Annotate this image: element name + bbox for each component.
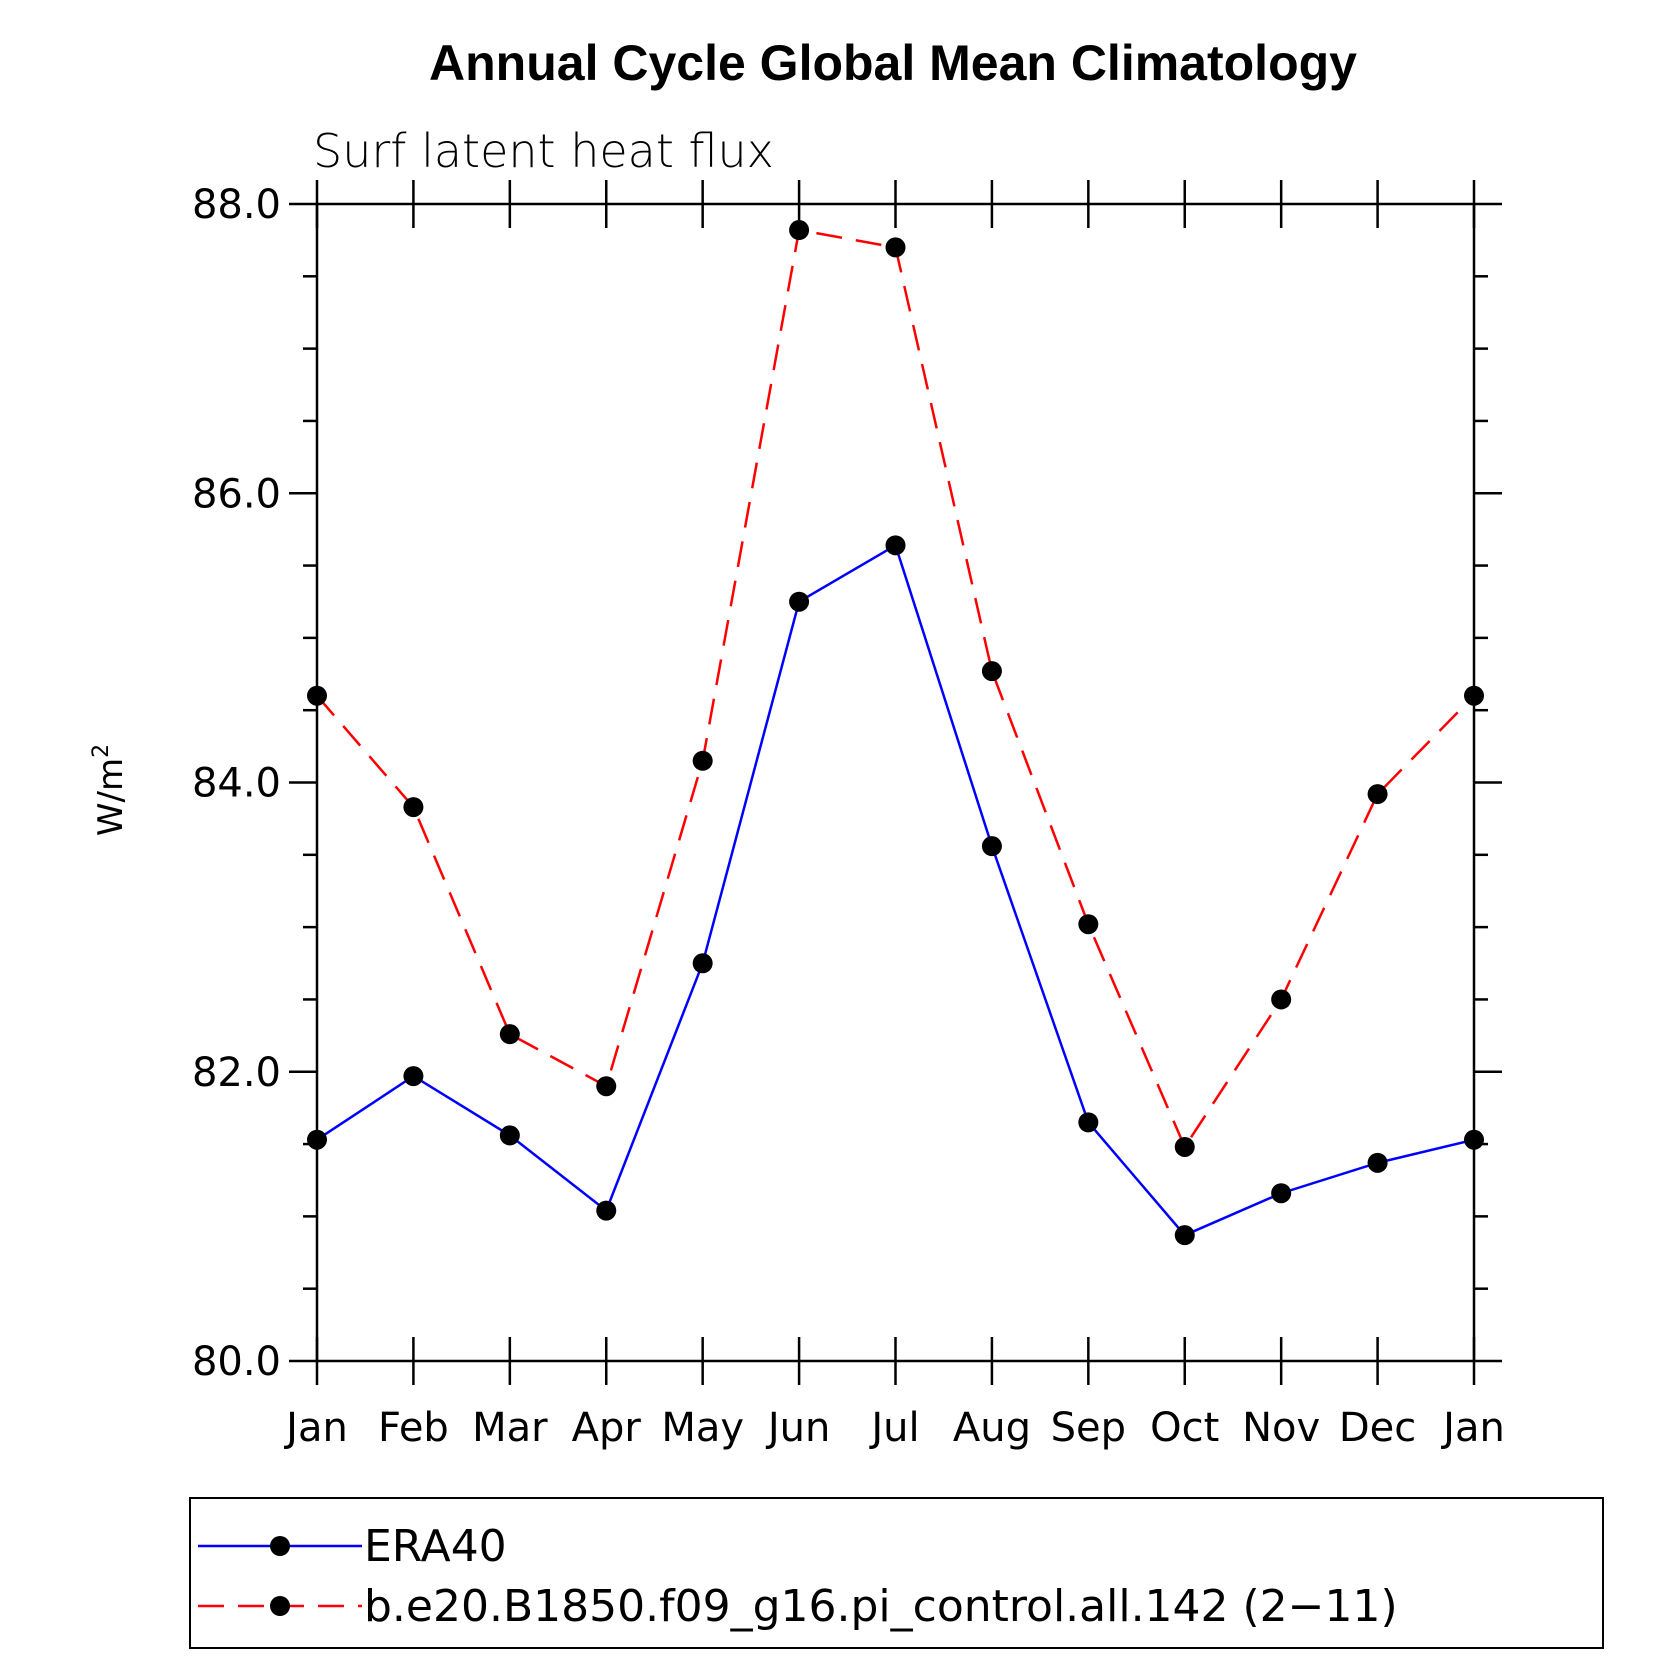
x-tick-labels: Jan Feb Mar Apr May Jun Jul Aug Sep Oct Nov Dec Jan xyxy=(283,1405,1505,1451)
data-point xyxy=(596,1200,617,1221)
series-line xyxy=(316,228,1475,1150)
series-1 xyxy=(307,535,1484,1246)
legend: ERA40 b.e20.B1850.f09_g16.pi_control.all.… xyxy=(189,1497,1604,1649)
y-axis-label-text: W/m xyxy=(91,758,131,836)
data-point xyxy=(1367,784,1388,805)
data-point xyxy=(789,591,810,612)
y-axis-label: W/m2 xyxy=(89,744,131,836)
y-tick-label: 82.0 xyxy=(192,1050,281,1096)
data-point xyxy=(499,1125,520,1146)
data-point xyxy=(1078,914,1099,935)
x-tick-label: Oct xyxy=(1150,1405,1219,1451)
chart-title: Annual Cycle Global Mean Climatology xyxy=(429,35,1357,91)
legend-marker xyxy=(270,1536,290,1556)
data-point xyxy=(307,1129,327,1150)
data-point xyxy=(1367,1152,1388,1173)
x-tick-label: Jan xyxy=(1440,1405,1505,1451)
data-point xyxy=(885,237,906,258)
data-point xyxy=(1271,989,1292,1010)
data-point xyxy=(403,1066,424,1087)
data-point xyxy=(789,220,810,241)
data-point xyxy=(692,750,713,771)
data-point xyxy=(1078,1112,1099,1133)
x-tick-label: Jun xyxy=(765,1405,831,1451)
series-2 xyxy=(307,220,1484,1157)
legend-marker xyxy=(270,1596,290,1616)
x-tick-label: Dec xyxy=(1339,1405,1416,1451)
x-tick-label: Nov xyxy=(1242,1405,1320,1451)
data-point xyxy=(981,661,1002,682)
legend-box xyxy=(189,1497,1604,1649)
x-tick-label: Aug xyxy=(953,1405,1031,1451)
data-point xyxy=(596,1076,617,1097)
data-point xyxy=(885,535,906,556)
x-tick-label: Mar xyxy=(472,1405,548,1451)
x-tick-label: May xyxy=(661,1405,744,1451)
data-point xyxy=(981,836,1002,857)
x-tick-label: Apr xyxy=(572,1405,642,1451)
data-point xyxy=(307,685,327,706)
x-tick-label: Jan xyxy=(283,1405,348,1451)
data-point xyxy=(499,1024,520,1045)
legend-label: ERA40 xyxy=(364,1521,507,1572)
x-tick-label: Sep xyxy=(1051,1405,1126,1451)
series-line xyxy=(316,543,1475,1237)
y-tick-labels: 80.0 82.0 84.0 86.0 88.0 xyxy=(192,182,281,1385)
data-point xyxy=(1271,1183,1292,1204)
plot-axes xyxy=(289,180,1502,1385)
chart-subtitle: Surf latent heat flux xyxy=(313,124,774,178)
y-tick-label: 86.0 xyxy=(192,471,281,517)
y-tick-label: 84.0 xyxy=(192,761,281,807)
data-point xyxy=(1174,1136,1195,1157)
legend-label: b.e20.B1850.f09_g16.pi_control.all.142 (… xyxy=(364,1581,1398,1632)
data-point xyxy=(1464,685,1484,706)
data-point xyxy=(1464,1129,1484,1150)
y-tick-label: 80.0 xyxy=(192,1339,281,1385)
y-axis-label-superscript: 2 xyxy=(89,744,114,758)
y-tick-label: 88.0 xyxy=(192,182,281,228)
data-point xyxy=(403,797,424,818)
data-point xyxy=(692,953,713,974)
x-tick-label: Jul xyxy=(868,1405,919,1451)
series-layer xyxy=(307,220,1484,1246)
data-point xyxy=(1174,1225,1195,1246)
x-tick-label: Feb xyxy=(378,1405,449,1451)
